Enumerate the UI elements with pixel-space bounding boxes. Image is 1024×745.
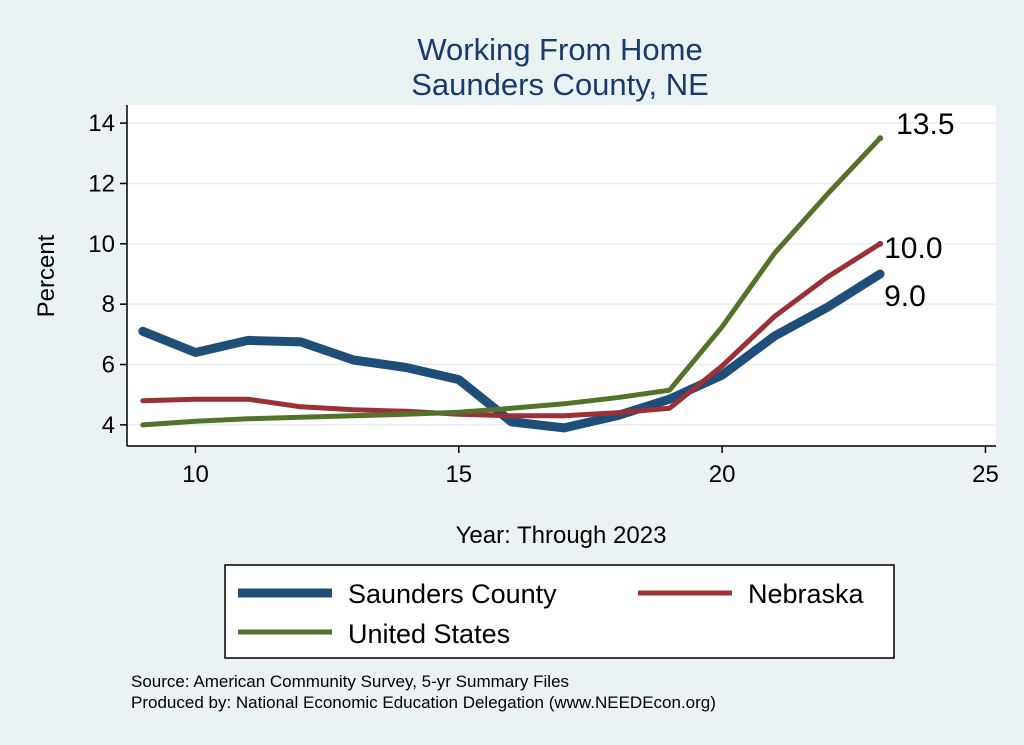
legend-box bbox=[224, 564, 895, 659]
legend-items: Saunders County Nebraska United States bbox=[238, 579, 865, 649]
source-note: Source: American Community Survey, 5-yr … bbox=[131, 672, 569, 691]
y-axis-title: Percent bbox=[33, 234, 60, 317]
x-axis-title: Year: Through 2023 bbox=[456, 522, 667, 549]
x-tick-label: 10 bbox=[182, 461, 209, 488]
y-tick-label: 14 bbox=[88, 110, 115, 137]
producer-note: Produced by: National Economic Education… bbox=[131, 693, 716, 712]
gridlines bbox=[127, 122, 996, 426]
series-end-point bbox=[877, 270, 884, 277]
series-end-point bbox=[877, 135, 884, 142]
series-line-nebraska bbox=[140, 241, 883, 419]
y-tick-label: 6 bbox=[102, 352, 115, 379]
x-tick-label: 20 bbox=[709, 461, 736, 488]
chart-subtitle: Saunders County, NE bbox=[411, 67, 709, 102]
plot-area bbox=[127, 105, 996, 446]
legend-label: Saunders County bbox=[348, 579, 557, 609]
series-line-saunders-county bbox=[138, 269, 885, 433]
legend-label: Nebraska bbox=[748, 579, 865, 609]
x-tick-label: 25 bbox=[972, 461, 999, 488]
y-tick-label: 12 bbox=[88, 170, 115, 197]
series-end-point bbox=[877, 240, 884, 247]
series-line-united-states bbox=[140, 135, 883, 428]
end-value-label: 13.5 bbox=[896, 108, 954, 141]
legend: Saunders County Nebraska United States bbox=[224, 564, 895, 659]
y-tick-label: 10 bbox=[88, 231, 115, 258]
x-tick-label: 15 bbox=[445, 461, 472, 488]
y-tick-label: 4 bbox=[102, 412, 115, 439]
y-tick-label: 8 bbox=[102, 291, 115, 318]
axes: 4 6 8 10 12 14 10 15 20 25 bbox=[88, 105, 999, 488]
end-value-label: 10.0 bbox=[884, 232, 942, 265]
legend-label: United States bbox=[348, 619, 510, 649]
end-labels: 9.0 10.0 13.5 bbox=[884, 108, 954, 313]
chart-title: Working From Home bbox=[417, 32, 702, 67]
series-lines bbox=[138, 135, 885, 433]
end-value-label: 9.0 bbox=[884, 280, 926, 313]
